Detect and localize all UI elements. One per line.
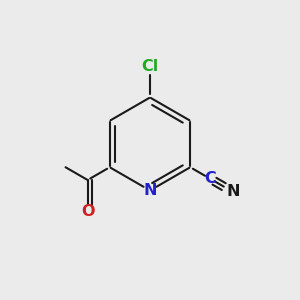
Text: C: C [204,171,216,186]
Text: N: N [226,184,240,200]
Text: O: O [81,204,94,219]
Text: N: N [143,183,157,198]
Text: Cl: Cl [141,59,159,74]
